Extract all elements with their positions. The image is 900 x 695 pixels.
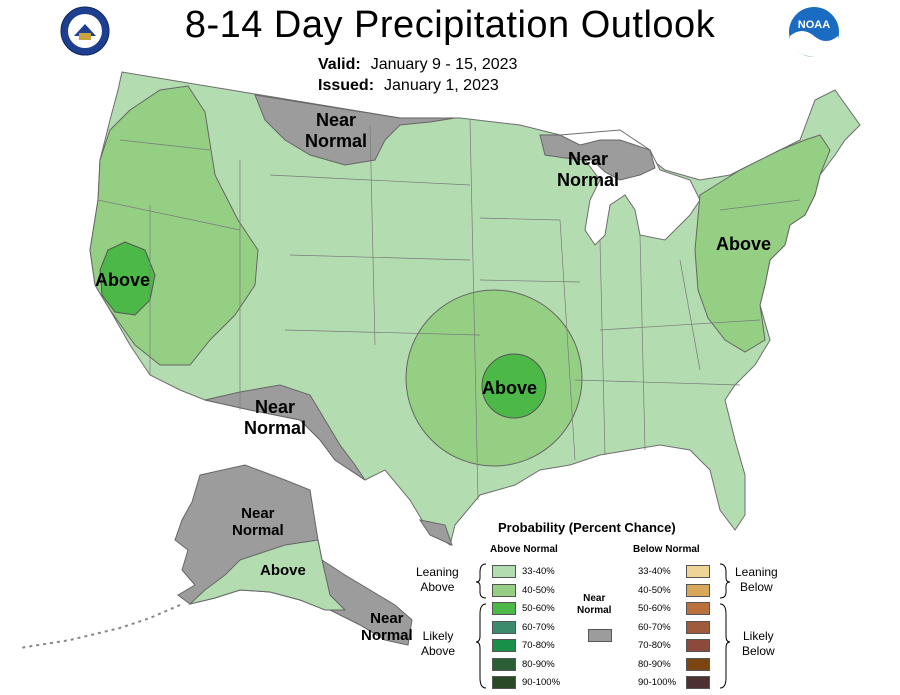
near-normal-southwest bbox=[204, 384, 366, 481]
label-near-normal-alaska: Near Normal bbox=[232, 505, 284, 539]
alaska-above-region bbox=[188, 539, 347, 611]
legend-title: Probability (Percent Chance) bbox=[498, 520, 676, 535]
commerce-seal-icon bbox=[60, 6, 110, 56]
legend-above-swatch-2 bbox=[492, 602, 516, 615]
legend-above-pct-6: 90-100% bbox=[522, 677, 561, 688]
label-above-south-central: Above bbox=[482, 378, 538, 398]
legend-above-pct-2: 50-60% bbox=[522, 603, 555, 614]
near-normal-great-lakes bbox=[539, 134, 656, 181]
legend-above-swatch-3 bbox=[492, 621, 516, 634]
legend-below-pct-2: 50-60% bbox=[638, 603, 671, 614]
legend-above-pct-0: 33-40% bbox=[522, 566, 555, 577]
aleutian-islands bbox=[19, 604, 181, 649]
noaa-logo-icon: NOAA bbox=[789, 7, 839, 58]
near-normal-south-texas bbox=[418, 519, 453, 546]
legend-below-pct-4: 70-80% bbox=[638, 640, 671, 651]
legend-above-swatch-1 bbox=[492, 584, 516, 597]
noaa-logo-text: NOAA bbox=[798, 19, 830, 31]
legend-below-pct-6: 90-100% bbox=[638, 677, 677, 688]
legend-below-pct-3: 60-70% bbox=[638, 622, 671, 633]
leaning-above-40-50-east bbox=[694, 134, 831, 353]
label-above-alaska: Above bbox=[260, 562, 306, 579]
legend-below-swatch-1 bbox=[686, 584, 710, 597]
legend-below-swatch-2 bbox=[686, 602, 710, 615]
page-title: 8-14 Day Precipitation Outlook bbox=[184, 4, 716, 46]
valid-value: January 9 - 15, 2023 bbox=[370, 56, 518, 73]
legend-below-pct-5: 80-90% bbox=[638, 659, 671, 670]
issued-label: Issued: bbox=[318, 77, 375, 94]
legend-below-pct-1: 40-50% bbox=[638, 585, 671, 596]
legend-near-normal-swatch bbox=[588, 629, 612, 642]
likely-above-50-60-oklahoma bbox=[481, 353, 547, 419]
legend-below-header: Below Normal bbox=[633, 544, 700, 555]
near-normal-northern bbox=[254, 94, 456, 166]
legend-above-swatch-5 bbox=[492, 658, 516, 671]
label-near-normal-aleutian: Near Normal bbox=[361, 610, 413, 644]
valid-label: Valid: bbox=[318, 56, 361, 73]
legend-below-pct-0: 33-40% bbox=[638, 566, 671, 577]
issued-date: Issued: January 1, 2023 bbox=[318, 77, 499, 95]
legend-below-swatch-4 bbox=[686, 639, 710, 652]
legend-likely-above: Likely Above bbox=[421, 629, 456, 658]
legend-leaning-below: Leaning Below bbox=[735, 565, 778, 594]
label-near-normal-southwest: Near Normal bbox=[244, 397, 307, 438]
legend-likely-below: Likely Below bbox=[742, 629, 775, 658]
legend-above-swatch-6 bbox=[492, 676, 516, 689]
legend-below-swatch-6 bbox=[686, 676, 710, 689]
label-near-normal-great-lakes: Near Normal bbox=[557, 149, 620, 190]
legend-near-normal: Near Normal bbox=[577, 593, 612, 616]
legend-above-swatch-0 bbox=[492, 565, 516, 578]
legend-above-header: Above Normal bbox=[490, 544, 558, 555]
legend-above-pct-1: 40-50% bbox=[522, 585, 555, 596]
legend-above-pct-4: 70-80% bbox=[522, 640, 555, 651]
legend-below-swatch-3 bbox=[686, 621, 710, 634]
label-above-california: Above bbox=[95, 270, 151, 290]
legend-above-pct-5: 80-90% bbox=[522, 659, 555, 670]
legend-above-pct-3: 60-70% bbox=[522, 622, 555, 633]
label-near-normal-north: Near Normal bbox=[305, 110, 368, 151]
legend-below-swatch-0 bbox=[686, 565, 710, 578]
valid-dates: Valid: January 9 - 15, 2023 bbox=[318, 56, 517, 74]
legend-below-swatch-5 bbox=[686, 658, 710, 671]
legend-above-swatch-4 bbox=[492, 639, 516, 652]
state-boundaries bbox=[97, 119, 801, 501]
issued-value: January 1, 2023 bbox=[384, 77, 499, 94]
label-above-east: Above bbox=[716, 234, 772, 254]
legend-leaning-above: Leaning Above bbox=[416, 565, 459, 594]
